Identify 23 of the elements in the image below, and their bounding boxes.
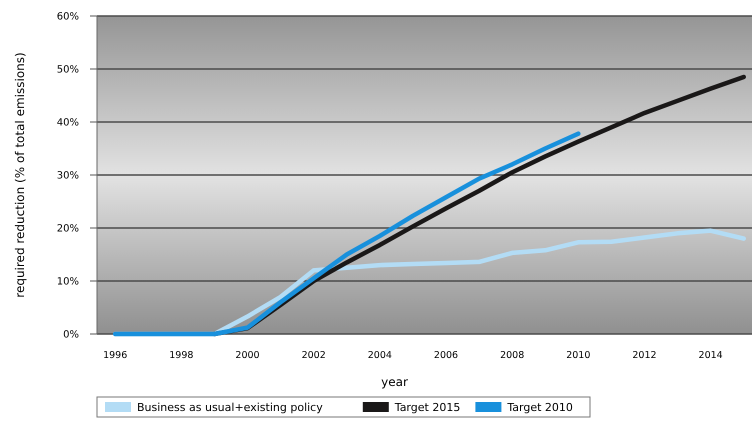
y-tick-label: 50% [56,64,79,76]
x-tick-label: 2008 [500,350,524,361]
x-tick-label: 2012 [632,350,657,361]
x-tick-label: 2000 [235,350,260,361]
x-axis-title: year [381,375,408,389]
y-tick-label: 60% [56,12,79,22]
y-tick-label: 40% [56,118,79,128]
x-tick-label: 1996 [103,350,128,361]
x-tick-label: 2002 [302,350,326,361]
x-tick-label: 2006 [434,350,458,361]
y-tick-label: 10% [56,276,79,288]
line-series [112,131,581,336]
x-tick-label: 2004 [368,350,392,361]
y-tick-label: 0% [63,330,79,340]
y-tick-label: 20% [56,224,79,234]
legend-label: Business as usual+existing policy [137,400,324,414]
x-tick-label: 2010 [566,350,590,361]
legend-label: Target 2015 [394,400,460,414]
legend-label: Target 2010 [506,400,573,414]
x-tick-label: 1998 [169,350,194,361]
y-axis-title: required reduction (% of total emissions) [13,52,27,298]
y-tick-label: 30% [56,170,79,182]
x-tick-label: 2014 [698,350,723,361]
